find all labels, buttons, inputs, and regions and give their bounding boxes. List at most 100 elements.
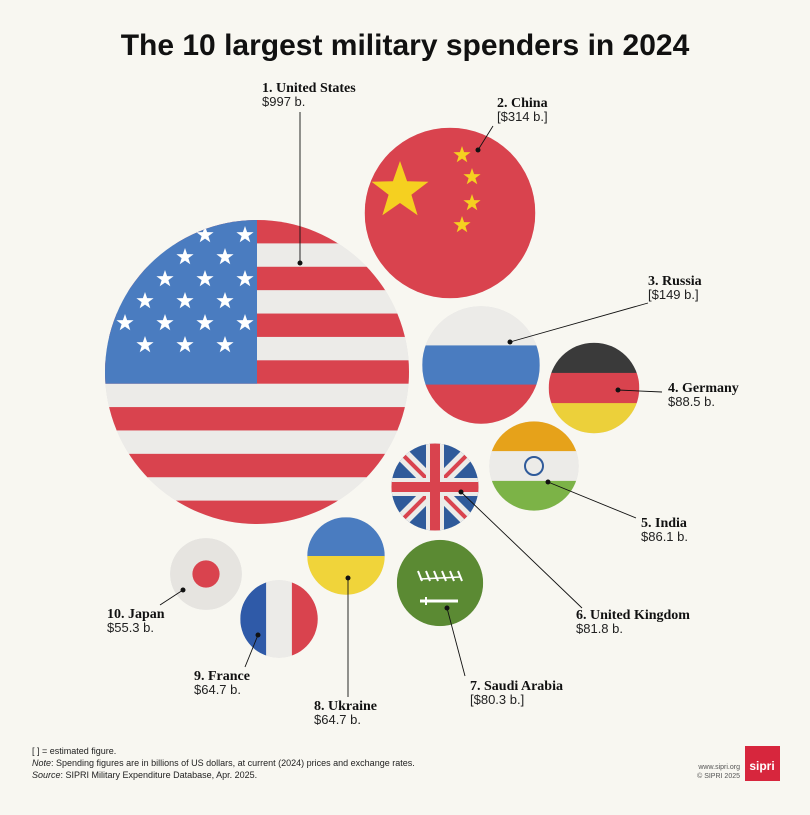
flag-part [449, 570, 455, 582]
flag-star [463, 194, 481, 211]
flag-part [105, 430, 409, 455]
flag [548, 342, 640, 434]
flag-part [266, 580, 293, 658]
flag [105, 220, 409, 524]
source-text: : SIPRI Military Expenditure Database, A… [61, 770, 258, 780]
flag-part [105, 477, 409, 502]
bubble-name: 2. China [497, 96, 548, 111]
leader-line [547, 481, 637, 519]
flag-part [441, 570, 447, 582]
legend-note: [ ] = estimated figure. [32, 746, 116, 756]
leader-line [159, 589, 184, 606]
flag-part [396, 539, 484, 627]
flag-star [463, 168, 481, 185]
flag-part [489, 451, 579, 482]
flag-part [364, 127, 536, 299]
flag-part [548, 372, 640, 404]
logo-box [745, 746, 780, 781]
value-label: $55.3 b. [107, 620, 154, 635]
flag [422, 306, 540, 424]
flag-part [433, 570, 439, 582]
flag [489, 421, 579, 511]
leader-dot [545, 479, 551, 485]
flag-star [236, 270, 254, 287]
note-text: : Spending figures are in billions of US… [51, 758, 415, 768]
leader-dot [297, 260, 303, 266]
bubble-name: 1. United States [262, 81, 356, 96]
flag-star [136, 336, 154, 353]
value-label: $81.8 b. [576, 621, 623, 636]
flag-star [453, 216, 471, 233]
flag-star [176, 292, 194, 309]
logo-copyright: © SIPRI 2025 [697, 772, 740, 780]
flag-part [419, 576, 461, 580]
leader-line [477, 125, 494, 151]
leader-dot [615, 387, 621, 393]
leader-line [460, 491, 583, 609]
flag-star [116, 314, 134, 331]
leader-dot [507, 339, 513, 345]
bubble-name: 4. Germany [668, 381, 739, 396]
bubble-name: 7. Saudi Arabia [470, 679, 563, 694]
logo-url: www.sipri.org [697, 764, 740, 771]
leader-dot [255, 632, 261, 638]
flag [240, 580, 318, 658]
value-label: $88.5 b. [668, 394, 715, 409]
flag [307, 517, 385, 595]
value-label: [$149 b.] [648, 287, 699, 302]
bubble-name: 5. India [641, 516, 687, 531]
bubble-name: 8. Ukraine [314, 699, 377, 714]
flag-part [422, 345, 540, 386]
flag-part [192, 560, 220, 588]
flag-part [105, 453, 409, 478]
leader-dot [345, 575, 351, 581]
chart-title: The 10 largest military spenders in 2024 [121, 29, 690, 62]
bubble-name: 3. Russia [648, 274, 702, 289]
source-label: Source [32, 770, 61, 780]
flag-part [105, 383, 409, 408]
flag [396, 539, 484, 627]
bubble-name: 10. Japan [107, 607, 165, 622]
flag-part [425, 570, 431, 582]
flag-star [176, 336, 194, 353]
leader-line [244, 634, 259, 668]
value-label: $64.7 b. [194, 682, 241, 697]
source: Source: SIPRI Military Expenditure Datab… [32, 770, 257, 780]
value-label: [$314 b.] [497, 109, 548, 124]
flag-star [236, 314, 254, 331]
flag [391, 443, 479, 531]
note-label: Note [32, 758, 51, 768]
leader-line [617, 389, 663, 393]
flag [364, 127, 536, 299]
flag-star [216, 336, 234, 353]
leader-line [509, 302, 649, 343]
flag-star [371, 161, 429, 216]
flag-star [196, 270, 214, 287]
leader-dot [444, 605, 450, 611]
flag-star [196, 226, 214, 243]
flag [170, 538, 242, 610]
leader-dot [475, 147, 481, 153]
flag-star [196, 314, 214, 331]
bubble-name: 9. France [194, 669, 250, 684]
leader-line [446, 607, 466, 677]
value-label: $64.7 b. [314, 712, 361, 727]
bubble-name: 6. United Kingdom [576, 608, 690, 623]
value-label: $86.1 b. [641, 529, 688, 544]
flag-star [176, 248, 194, 265]
logo-text: sipri [749, 759, 774, 773]
value-label: [$80.3 b.] [470, 692, 524, 707]
flag-star [236, 226, 254, 243]
leader-dot [180, 587, 186, 593]
flag-part [105, 407, 409, 431]
flag-part [457, 570, 463, 582]
flag-star [216, 292, 234, 309]
flag-star [156, 314, 174, 331]
flag-part [524, 456, 544, 476]
note: Note: Spending figures are in billions o… [32, 758, 415, 768]
flag-star [216, 248, 234, 265]
flag-star [136, 292, 154, 309]
leader-dot [458, 489, 464, 495]
flag-star [453, 146, 471, 163]
